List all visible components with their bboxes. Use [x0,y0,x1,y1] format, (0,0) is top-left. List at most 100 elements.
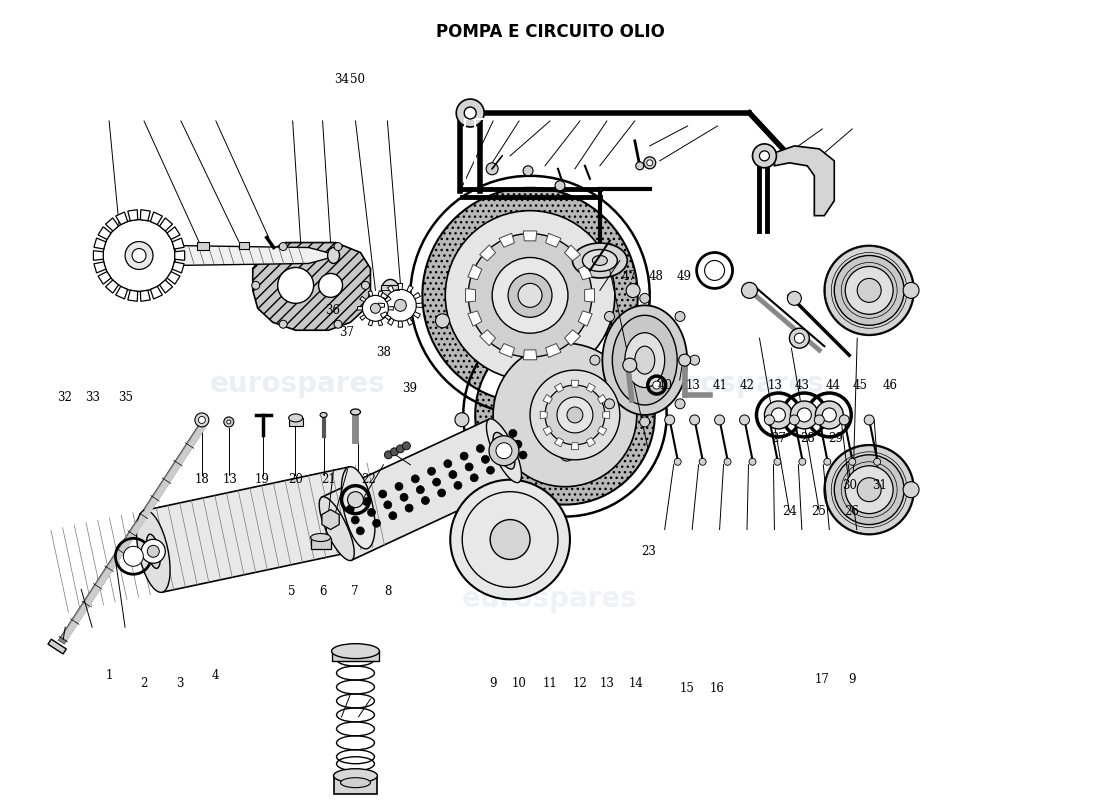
Text: 44: 44 [826,379,840,392]
Polygon shape [378,303,385,308]
Polygon shape [385,296,390,302]
Ellipse shape [582,250,617,271]
Polygon shape [322,419,519,560]
Circle shape [371,303,381,314]
Circle shape [390,448,398,456]
Circle shape [493,437,500,445]
Circle shape [679,354,691,366]
Circle shape [752,144,777,168]
Text: 43: 43 [795,379,810,392]
Circle shape [724,458,732,466]
Circle shape [363,498,371,506]
Circle shape [319,274,342,298]
Text: 48: 48 [649,270,664,283]
Polygon shape [571,380,579,387]
Circle shape [416,486,425,494]
Circle shape [493,343,637,486]
Circle shape [845,266,893,314]
Circle shape [557,397,593,433]
Polygon shape [368,290,373,297]
Text: 21: 21 [321,474,336,486]
Circle shape [652,381,661,389]
Polygon shape [360,314,366,320]
Circle shape [790,328,810,348]
Polygon shape [368,320,373,326]
Circle shape [396,445,405,453]
Circle shape [438,489,446,497]
Circle shape [411,475,419,483]
Polygon shape [603,411,609,418]
Circle shape [739,415,749,425]
Circle shape [544,385,605,445]
Text: 42: 42 [740,379,755,392]
Circle shape [824,246,914,335]
Circle shape [455,413,469,426]
Polygon shape [422,188,654,505]
Polygon shape [546,234,561,247]
Circle shape [759,151,769,161]
Bar [333,776,377,794]
Bar [48,639,66,654]
Circle shape [556,181,565,190]
Ellipse shape [333,769,377,782]
Circle shape [147,546,160,558]
Circle shape [428,467,436,475]
Ellipse shape [320,413,327,418]
Polygon shape [94,250,103,260]
Text: 16: 16 [710,682,724,695]
Polygon shape [173,262,184,273]
Polygon shape [540,411,547,418]
Circle shape [834,255,904,326]
Circle shape [395,299,406,311]
Circle shape [519,451,527,459]
Polygon shape [94,262,106,273]
Circle shape [351,516,360,524]
Polygon shape [774,146,834,216]
Text: 19: 19 [255,474,270,486]
Circle shape [626,284,640,298]
Text: 32: 32 [57,391,73,404]
Text: 4: 4 [211,669,219,682]
Polygon shape [128,290,138,302]
Circle shape [367,509,375,517]
Circle shape [496,442,512,458]
Bar [239,242,249,249]
Polygon shape [151,212,163,225]
Polygon shape [465,289,475,302]
Circle shape [903,482,920,498]
Ellipse shape [319,497,354,561]
Circle shape [640,417,650,427]
Circle shape [749,458,756,466]
Polygon shape [160,280,173,293]
Circle shape [623,358,637,372]
Ellipse shape [288,414,302,422]
Text: 13: 13 [685,379,700,392]
Circle shape [436,314,450,328]
Circle shape [798,408,812,422]
Text: 9: 9 [848,673,856,686]
Circle shape [518,283,542,307]
Text: 25: 25 [812,505,826,518]
Polygon shape [253,242,371,330]
Circle shape [395,482,403,490]
Circle shape [674,458,681,466]
Circle shape [764,401,792,429]
Polygon shape [385,314,390,320]
Circle shape [141,539,165,563]
Circle shape [389,512,397,520]
Circle shape [132,249,146,262]
Polygon shape [144,467,367,592]
Circle shape [460,452,469,460]
Text: 40: 40 [658,379,673,392]
Text: 23: 23 [641,545,657,558]
Polygon shape [141,290,151,302]
Circle shape [560,447,574,461]
Polygon shape [571,442,579,450]
Circle shape [449,470,456,478]
Circle shape [521,250,535,263]
Polygon shape [175,250,185,260]
Polygon shape [524,350,537,360]
Polygon shape [586,383,595,392]
Ellipse shape [625,333,664,387]
Circle shape [125,242,153,270]
